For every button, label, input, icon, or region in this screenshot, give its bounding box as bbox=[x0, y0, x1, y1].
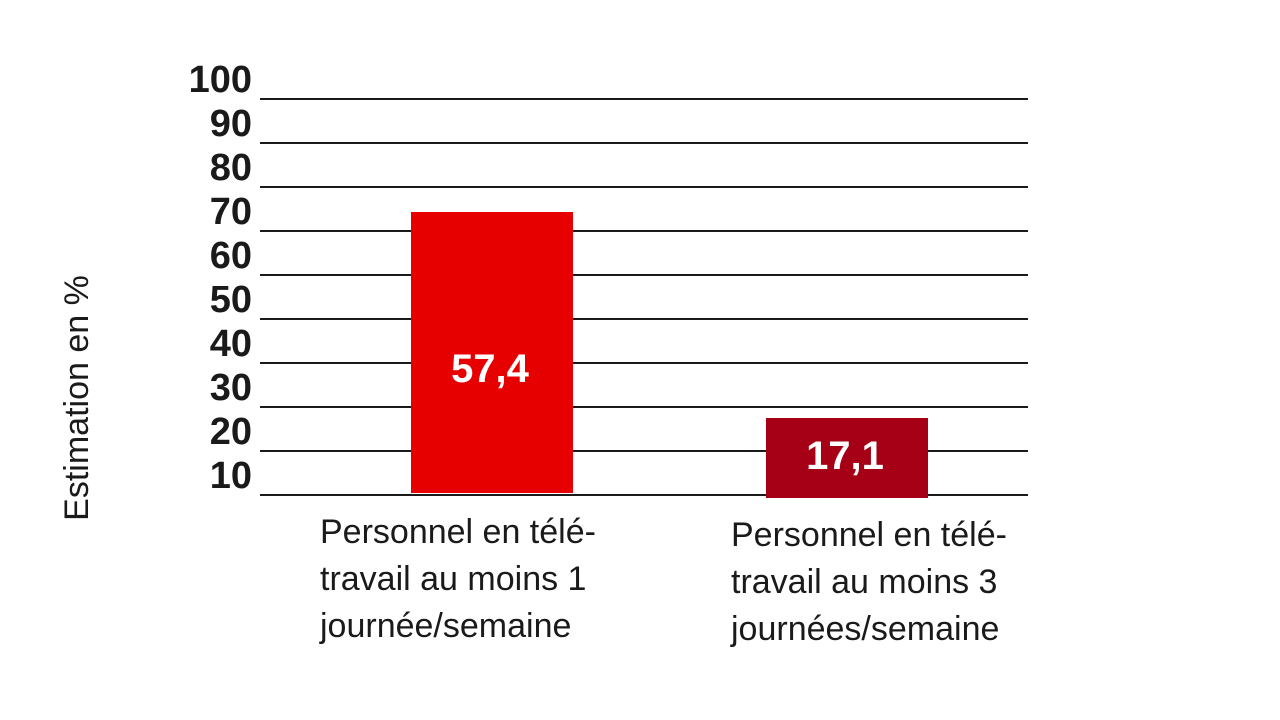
bar bbox=[766, 418, 928, 498]
y-tick-label: 10 bbox=[210, 455, 252, 497]
y-tick-label: 90 bbox=[210, 103, 252, 145]
y-tick-label: 20 bbox=[210, 411, 252, 453]
bar-value-label: 57,4 bbox=[451, 347, 530, 391]
category-labels: Personnel en télé-travail au moins 1 jour… bbox=[319, 513, 1007, 648]
y-tick-label: 80 bbox=[210, 147, 252, 189]
gridlines bbox=[260, 98, 1028, 496]
category-label-line: Personnel en télé- bbox=[320, 513, 596, 551]
bars: 57,4 17,1 bbox=[411, 212, 928, 498]
y-tick-label: 60 bbox=[210, 235, 252, 277]
y-tick-label: 30 bbox=[210, 367, 252, 409]
category-label-line: travail au moins 3 bbox=[731, 563, 997, 601]
y-tick-label: 50 bbox=[210, 279, 252, 321]
bar-value-label: 17,1 bbox=[806, 434, 884, 478]
category-label-line: journée/semaine bbox=[319, 607, 571, 645]
y-axis-title: Estimation en % bbox=[58, 275, 96, 521]
category-label-line: travail au moins 1 bbox=[320, 560, 586, 598]
y-tick-label: 40 bbox=[210, 323, 252, 365]
category-label-line: Personnel en télé- bbox=[731, 516, 1007, 554]
bar bbox=[411, 212, 573, 493]
y-tick-label: 100 bbox=[189, 59, 252, 101]
y-tick-label: 70 bbox=[210, 191, 252, 233]
category-label-line: journées/semaine bbox=[730, 610, 999, 648]
